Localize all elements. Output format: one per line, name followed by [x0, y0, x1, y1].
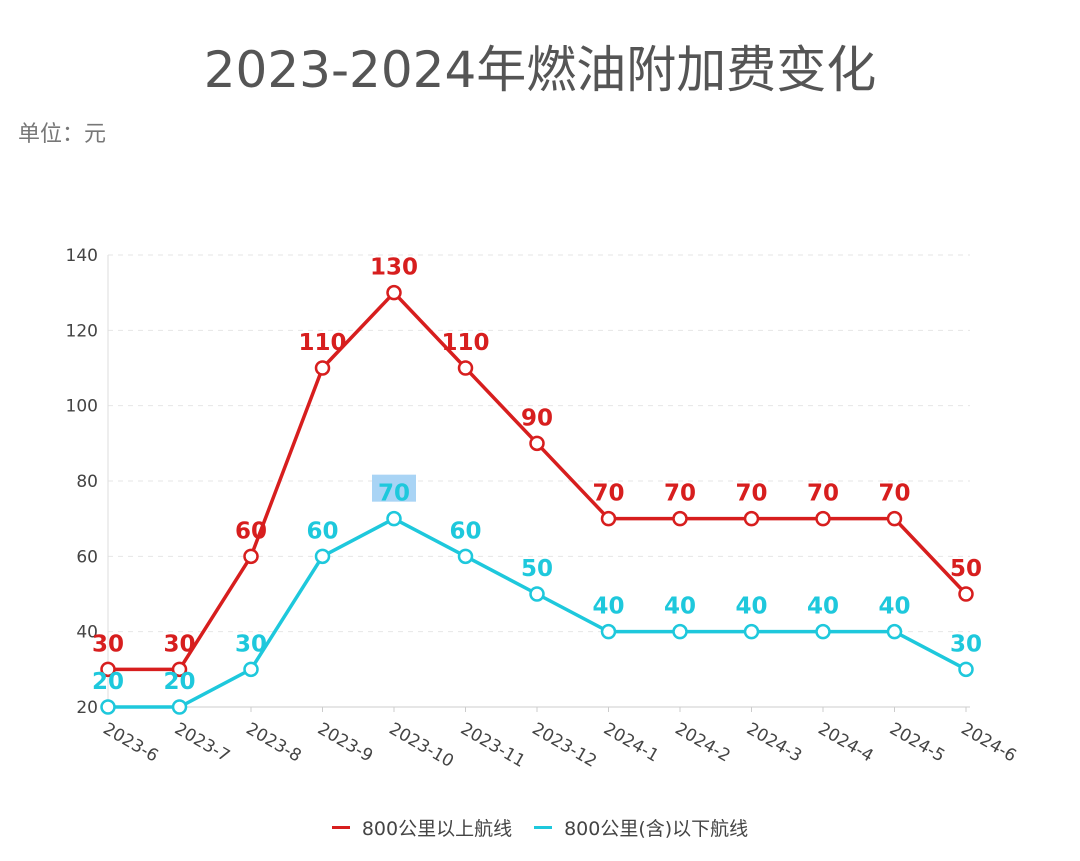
- legend-label: 800公里(含)以下航线: [564, 818, 749, 840]
- data-label: 70: [378, 481, 410, 507]
- data-label: 40: [807, 594, 839, 620]
- data-point: [457, 360, 474, 376]
- data-label: 70: [878, 481, 910, 507]
- data-point: [672, 510, 688, 527]
- data-point: [886, 510, 903, 527]
- data-point: [100, 699, 116, 715]
- y-tick-label: 40: [76, 623, 98, 643]
- data-point: [600, 510, 617, 527]
- data-point: [386, 284, 402, 301]
- data-label: 50: [521, 556, 553, 582]
- data-label: 30: [92, 631, 124, 657]
- data-label: 30: [163, 631, 195, 657]
- data-point: [171, 661, 188, 678]
- x-tick-label: 2024-2: [672, 719, 734, 766]
- y-tick-label: 60: [76, 547, 98, 567]
- data-point: [743, 623, 760, 640]
- data-label: 30: [950, 631, 982, 657]
- x-tick-label: 2024-3: [743, 719, 805, 766]
- data-label: 70: [592, 481, 624, 507]
- data-point: [243, 661, 259, 678]
- data-label: 20: [92, 669, 124, 695]
- data-label: 130: [370, 255, 418, 281]
- data-label: 40: [592, 594, 624, 620]
- selection-highlight: [372, 474, 416, 502]
- x-tick-label: 2023-10: [386, 719, 458, 772]
- data-point: [314, 548, 331, 565]
- x-tick-label: 2024-5: [886, 719, 948, 766]
- data-point: [815, 510, 831, 527]
- data-point: [958, 661, 974, 678]
- data-point: [386, 510, 402, 527]
- y-tick-label: 140: [66, 246, 98, 266]
- data-point: [243, 548, 259, 565]
- data-point: [600, 623, 617, 640]
- data-label: 70: [735, 481, 767, 507]
- data-label: 110: [298, 330, 346, 356]
- x-tick-label: 2023-12: [529, 719, 601, 772]
- data-label: 30: [235, 631, 267, 657]
- x-tick-label: 2023-8: [243, 719, 305, 766]
- data-point: [171, 699, 188, 715]
- data-label: 20: [163, 669, 195, 695]
- y-tick-label: 100: [66, 397, 98, 417]
- data-point: [457, 548, 474, 565]
- y-tick-label: 80: [76, 472, 98, 492]
- x-tick-label: 2023-11: [457, 719, 529, 772]
- data-label: 70: [807, 481, 839, 507]
- data-label: 110: [441, 330, 489, 356]
- data-point: [529, 435, 545, 452]
- data-point: [100, 661, 116, 678]
- x-tick-label: 2023-6: [100, 719, 162, 766]
- y-tick-label: 120: [66, 321, 98, 341]
- x-tick-label: 2024-1: [600, 719, 662, 766]
- legend-swatch: [331, 826, 350, 829]
- data-label: 60: [235, 518, 267, 544]
- data-label: 90: [521, 405, 553, 431]
- legend-item-series-2[interactable]: 800公里(含)以下航线: [534, 814, 748, 841]
- legend-swatch: [534, 826, 553, 829]
- data-label: 70: [664, 481, 696, 507]
- data-label: 50: [950, 556, 982, 582]
- legend-item-series-1[interactable]: 800公里以上航线: [331, 814, 513, 841]
- legend-label: 800公里以上航线: [361, 818, 513, 840]
- data-label: 40: [664, 594, 696, 620]
- legend: 800公里以上航线 800公里(含)以下航线: [0, 814, 1080, 841]
- data-point: [314, 360, 331, 376]
- unit-label: 单位：元: [18, 122, 107, 147]
- data-label: 60: [306, 518, 338, 544]
- data-point: [743, 510, 760, 527]
- data-label: 60: [449, 518, 481, 544]
- x-tick-label: 2024-4: [815, 719, 877, 766]
- data-label: 40: [878, 594, 910, 620]
- x-tick-label: 2023-9: [314, 719, 376, 766]
- x-tick-label: 2023-7: [171, 719, 233, 766]
- y-tick-label: 20: [76, 698, 98, 718]
- x-tick-label: 2024-6: [958, 719, 1020, 766]
- data-point: [886, 623, 903, 640]
- data-point: [958, 586, 974, 602]
- data-point: [815, 623, 831, 640]
- chart-title: 2023-2024年燃油附加费变化: [203, 41, 877, 99]
- data-point: [672, 623, 688, 640]
- data-point: [529, 586, 545, 602]
- data-label: 40: [735, 594, 767, 620]
